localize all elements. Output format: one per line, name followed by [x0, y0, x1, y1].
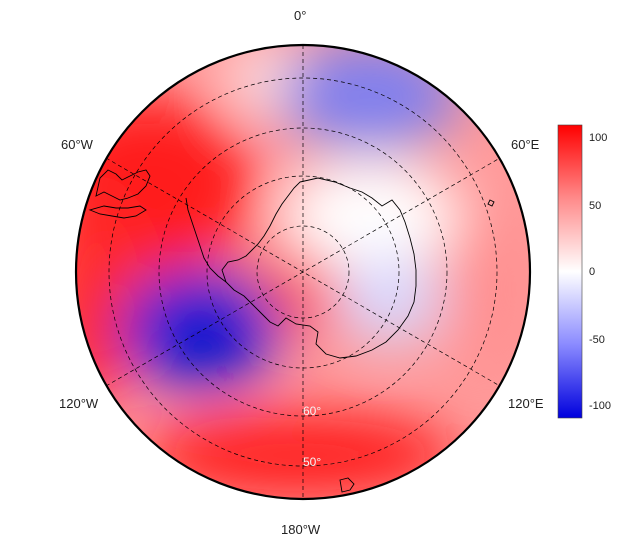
- lon-label-120w: 120°W: [59, 396, 99, 411]
- field-positive-pacific: [140, 410, 460, 499]
- field-positive-south-america: [76, 95, 260, 275]
- colorbar-tick-label: 0: [589, 266, 596, 278]
- graticule: [105, 45, 501, 499]
- tierra-del-fuego: [88, 205, 147, 219]
- coastlines: [88, 169, 495, 493]
- lon-label-60w: 60°W: [61, 137, 93, 152]
- lat-label-60: 60°: [303, 404, 322, 418]
- lon-label-60e: 60°E: [511, 137, 540, 152]
- field-negative-east-antarctica: [335, 255, 445, 345]
- field-negative-atlantic: [280, 45, 460, 150]
- colorbar-tick-label: -100: [589, 400, 612, 412]
- lon-label-180w: 180°W: [281, 522, 321, 537]
- south-america-coastline: [95, 169, 151, 201]
- new-zealand-coastline: [339, 477, 355, 493]
- colorbar-tick-label: 100: [589, 132, 608, 144]
- field-negative-core: [165, 310, 255, 380]
- sub-antarctic-island: [487, 199, 495, 207]
- lon-label-120e: 120°E: [508, 396, 544, 411]
- antarctica-coastline: [221, 177, 417, 359]
- anomaly-field: [76, 45, 530, 499]
- colorbar-tick-label: -50: [589, 334, 605, 346]
- field-neutral-east: [280, 160, 460, 270]
- lon-label-0: 0°: [294, 8, 307, 23]
- map-frame: [74, 43, 532, 501]
- colorbar-tick-label: 50: [589, 200, 602, 212]
- colorbar-gradient: [557, 124, 583, 419]
- meridian-120: [105, 157, 501, 387]
- field-positive-west: [76, 190, 140, 410]
- field-positive-east: [450, 200, 530, 380]
- antarctic-peninsula: [185, 197, 227, 283]
- lat-label-50: 50°: [303, 455, 322, 469]
- colorbar: [557, 124, 583, 419]
